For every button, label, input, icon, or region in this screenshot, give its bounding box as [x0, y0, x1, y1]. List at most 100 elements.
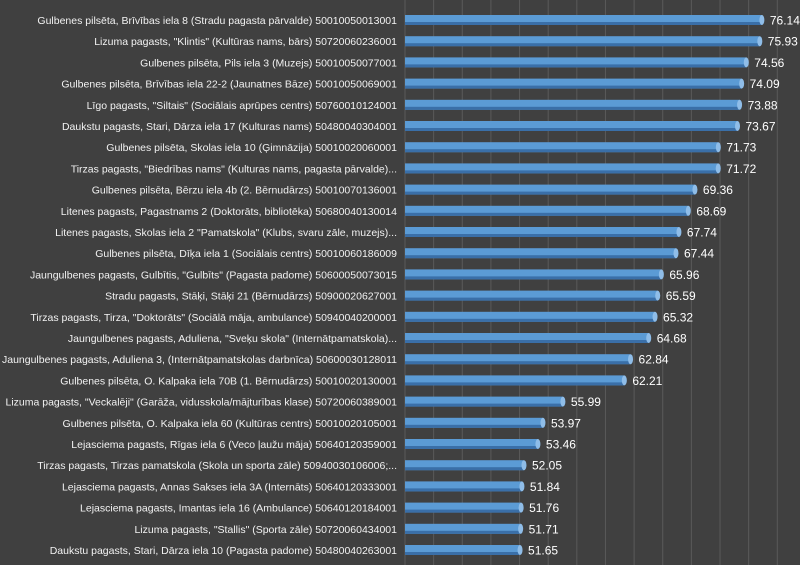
- category-label: Jaungulbenes pagasts, Aduliena 3, (Inter…: [2, 354, 397, 366]
- value-label: 64.68: [657, 332, 687, 346]
- bar: [405, 269, 664, 280]
- bar-cap: [535, 439, 541, 449]
- category-label: Tirzas pagasts, Tirza, "Doktorāts" (Soci…: [30, 312, 397, 324]
- bar-shade: [405, 382, 625, 386]
- bars: [405, 15, 765, 555]
- bar: [405, 523, 524, 534]
- bar-body: [405, 417, 543, 428]
- category-label: Gulbenes pilsēta, Bērzu iela 4b (2. Bērn…: [92, 185, 397, 197]
- value-label: 62.84: [639, 353, 669, 367]
- bar-body: [405, 269, 662, 280]
- bar-body: [405, 248, 676, 259]
- value-label: 69.36: [703, 183, 733, 197]
- bar: [405, 375, 627, 386]
- value-label: 51.65: [528, 544, 558, 558]
- bar-shade: [405, 488, 522, 492]
- bar: [405, 163, 721, 174]
- bar: [405, 78, 745, 89]
- bar: [405, 439, 541, 449]
- bar-cap: [685, 205, 691, 216]
- bar-cap: [517, 545, 523, 555]
- bar-shade: [405, 170, 719, 174]
- value-label: 67.74: [687, 226, 717, 240]
- bar: [405, 121, 740, 131]
- bar-cap: [628, 354, 634, 365]
- bar-cap: [759, 15, 765, 25]
- bar: [405, 460, 527, 471]
- bar: [405, 354, 634, 365]
- bar-shade: [405, 297, 658, 301]
- bar-cap: [655, 290, 661, 301]
- value-label: 51.84: [530, 480, 560, 494]
- bar-cap: [739, 78, 745, 89]
- value-label: 67.44: [684, 247, 714, 261]
- category-label: Gulbenes pilsēta, O. Kalpaka iela 60 (Ku…: [63, 418, 398, 430]
- category-label: Daukstu pagasts, Stari, Dārza iela 10 (P…: [50, 545, 397, 557]
- bar-cap: [540, 417, 546, 428]
- category-labels: Gulbenes pilsēta, Brīvības iela 8 (Strad…: [2, 15, 397, 557]
- category-label: Lizuma pagasts, "Stallis" (Sporta zāle) …: [134, 524, 397, 536]
- bar-cap: [715, 163, 721, 174]
- bar-body: [405, 57, 747, 68]
- value-label: 74.56: [754, 56, 784, 70]
- category-label: Lejasciema pagasts, Annas Sakses iela 3A…: [62, 481, 397, 493]
- bar-body: [405, 375, 625, 386]
- value-label: 73.67: [745, 120, 775, 134]
- bar-body: [405, 545, 521, 555]
- bar-body: [405, 354, 631, 365]
- bar-shade: [405, 467, 524, 471]
- bar: [405, 142, 721, 153]
- category-label: Gulbenes pilsēta, Brīvības iela 8 (Strad…: [37, 15, 397, 27]
- category-label: Tirzas pagasts, "Biedrības nams" (Kultur…: [71, 163, 397, 175]
- bar-shade: [405, 403, 563, 407]
- bar-shade: [405, 191, 695, 195]
- value-label: 75.93: [768, 35, 798, 49]
- bar: [405, 248, 679, 259]
- bar-cap: [658, 269, 664, 280]
- category-label: Tirzas pagasts, Tirzas pamatskola (Skola…: [37, 460, 397, 472]
- bar: [405, 99, 743, 110]
- value-label: 55.99: [571, 395, 601, 409]
- bar: [405, 57, 749, 68]
- bar-cap: [737, 99, 743, 110]
- category-label: Lizuma pagasts, "Veckalēji" (Garāža, vid…: [5, 397, 397, 409]
- value-label: 51.76: [529, 501, 559, 515]
- category-label: Gulbenes pilsēta, Skolas iela 10 (Ģimnāz…: [106, 142, 397, 154]
- value-label: 52.05: [532, 459, 562, 473]
- bar-shade: [405, 43, 760, 47]
- value-label: 53.97: [551, 416, 581, 430]
- bar-body: [405, 15, 762, 25]
- bar: [405, 502, 524, 513]
- bar-cap: [673, 248, 679, 259]
- bar-shade: [405, 128, 738, 131]
- category-label: Litenes pagasts, Skolas iela 2 "Pamatsko…: [55, 227, 397, 239]
- value-label: 74.09: [750, 77, 780, 91]
- category-label: Jaungulbenes pagasts, Gulbītis, "Gulbīts…: [30, 269, 397, 281]
- bar-body: [405, 523, 521, 534]
- bar-body: [405, 227, 679, 237]
- bar-cap: [692, 184, 698, 195]
- bar-shade: [405, 340, 649, 343]
- value-label: 65.59: [666, 289, 696, 303]
- bar-body: [405, 184, 695, 195]
- bar: [405, 333, 652, 343]
- bar-shade: [405, 149, 719, 153]
- bar-body: [405, 481, 522, 492]
- bar-shade: [405, 106, 740, 110]
- bar: [405, 545, 523, 555]
- bar-shade: [405, 212, 689, 216]
- bar: [405, 227, 682, 237]
- bar-cap: [646, 333, 652, 343]
- bar-shade: [405, 64, 747, 68]
- bar-cap: [743, 57, 749, 68]
- bar: [405, 481, 525, 492]
- bar-body: [405, 396, 563, 407]
- bar-body: [405, 205, 689, 216]
- bar-body: [405, 142, 719, 153]
- bar-body: [405, 290, 658, 301]
- category-label: Līgo pagasts, "Siltais" (Sociālais aprūp…: [87, 100, 398, 112]
- category-label: Jaungulbenes pagasts, Aduliena, "Sveķu s…: [68, 333, 397, 345]
